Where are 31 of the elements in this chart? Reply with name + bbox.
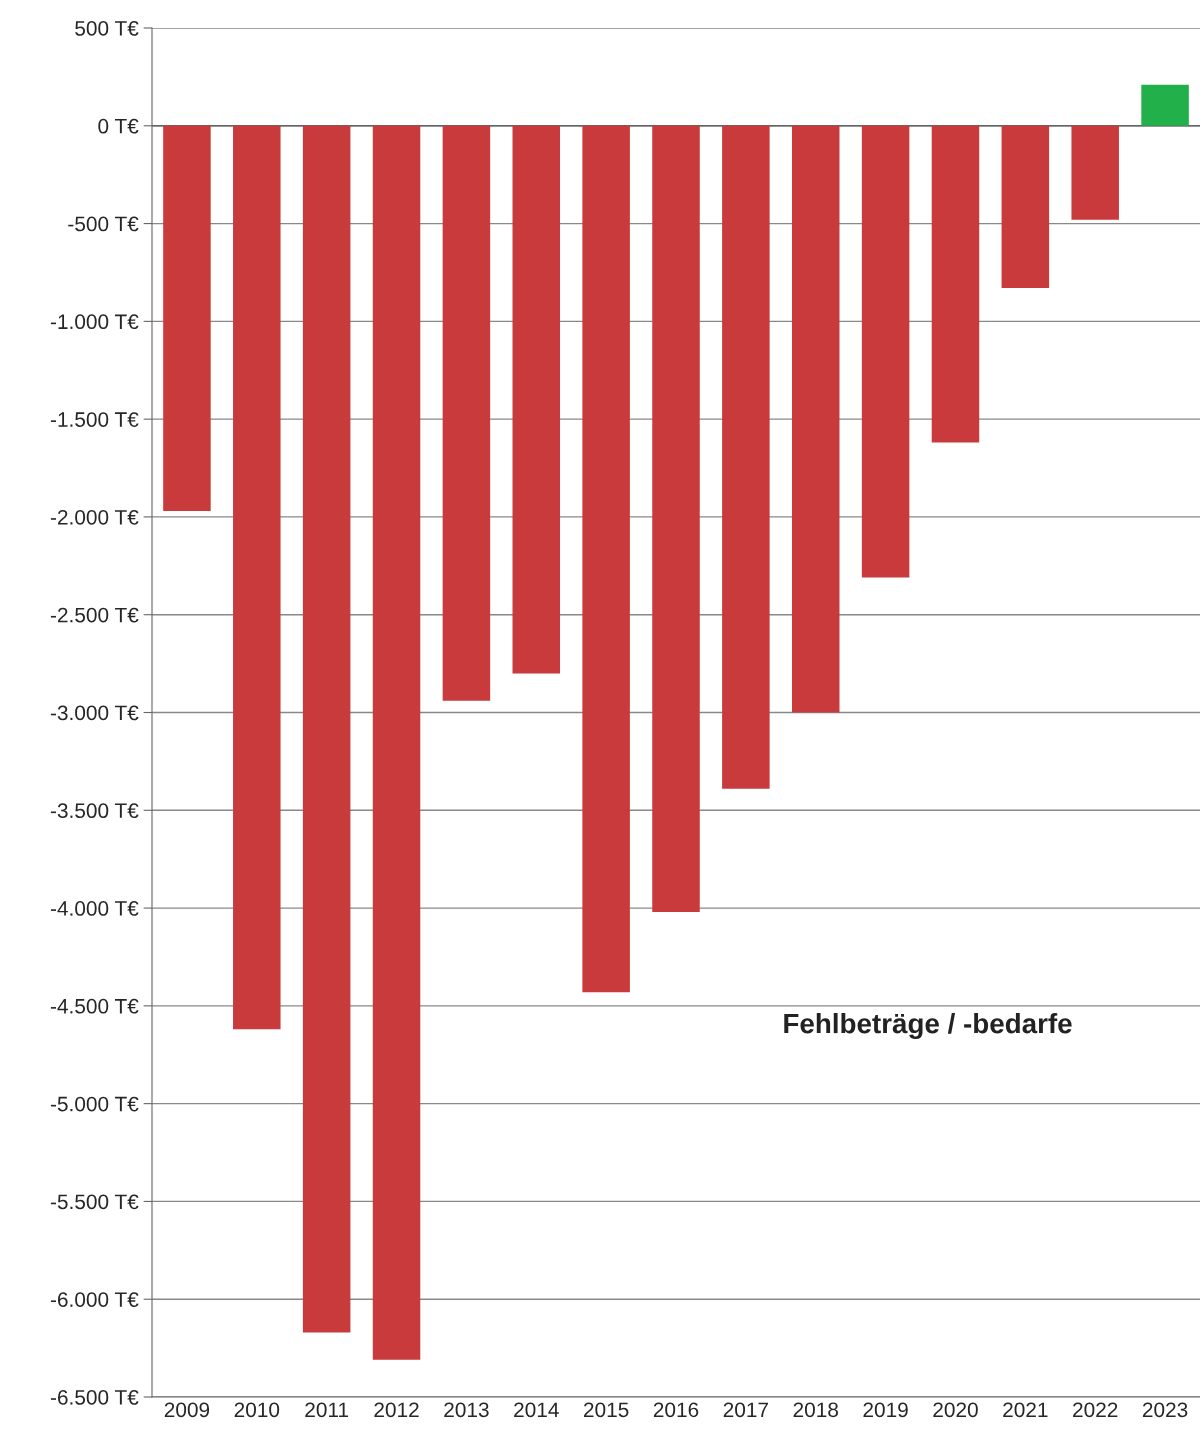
x-tick-label: 2009: [164, 1402, 210, 1418]
x-tick-label: 2020: [933, 1402, 978, 1418]
x-tick-label: 2017: [723, 1402, 768, 1418]
x-tick-label: 2023: [1142, 1402, 1188, 1418]
y-tick-label: -6.500 T€: [50, 1390, 139, 1405]
y-tick-label: 500 T€: [75, 21, 139, 36]
y-tick-label: -500 T€: [68, 216, 139, 232]
y-tick-label: -6.000 T€: [50, 1292, 139, 1307]
y-tick-label: -2.000 T€: [50, 509, 139, 525]
y-tick-label: -5.500 T€: [50, 1194, 139, 1210]
x-tick-label: 2011: [305, 1402, 349, 1418]
x-tick-label: 2012: [374, 1402, 419, 1418]
x-tick-label: 2018: [793, 1402, 838, 1418]
y-tick-label: -1.000 T€: [50, 314, 139, 330]
x-tick-label: 2016: [653, 1402, 699, 1418]
x-tick-label: 2019: [863, 1402, 908, 1418]
y-tick-label: -4.000 T€: [50, 901, 139, 916]
x-tick-label: 2014: [514, 1402, 559, 1418]
x-tick-label: 2022: [1073, 1402, 1118, 1418]
y-tick-label: -4.500 T€: [50, 998, 139, 1014]
annotation: Fehlbeträge / -bedarfe: [784, 1012, 1072, 1040]
y-tick-label: -3.000 T€: [50, 705, 139, 721]
y-tick-label: -1.500 T€: [50, 412, 139, 427]
x-tick-label: 2021: [1003, 1402, 1048, 1418]
x-tick-label: 2013: [444, 1402, 489, 1418]
y-tick-label: -3.500 T€: [50, 803, 139, 819]
x-tick-label: 2010: [234, 1402, 280, 1418]
y-tick-label: -5.000 T€: [50, 1096, 139, 1112]
y-tick-label: 0 T€: [98, 118, 139, 134]
y-tick-label: -2.500 T€: [50, 607, 139, 623]
x-tick-label: 2015: [584, 1402, 629, 1418]
